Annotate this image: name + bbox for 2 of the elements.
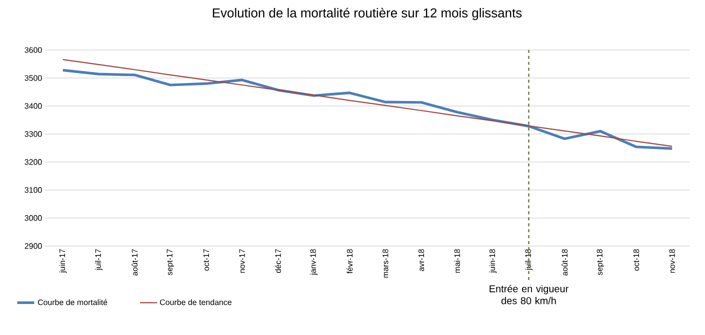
chart-title: Evolution de la mortalité routière sur 12 mois glissants [212,8,522,20]
ref-line-label: Entrée en vigueur des 80 km/h [490,284,568,304]
